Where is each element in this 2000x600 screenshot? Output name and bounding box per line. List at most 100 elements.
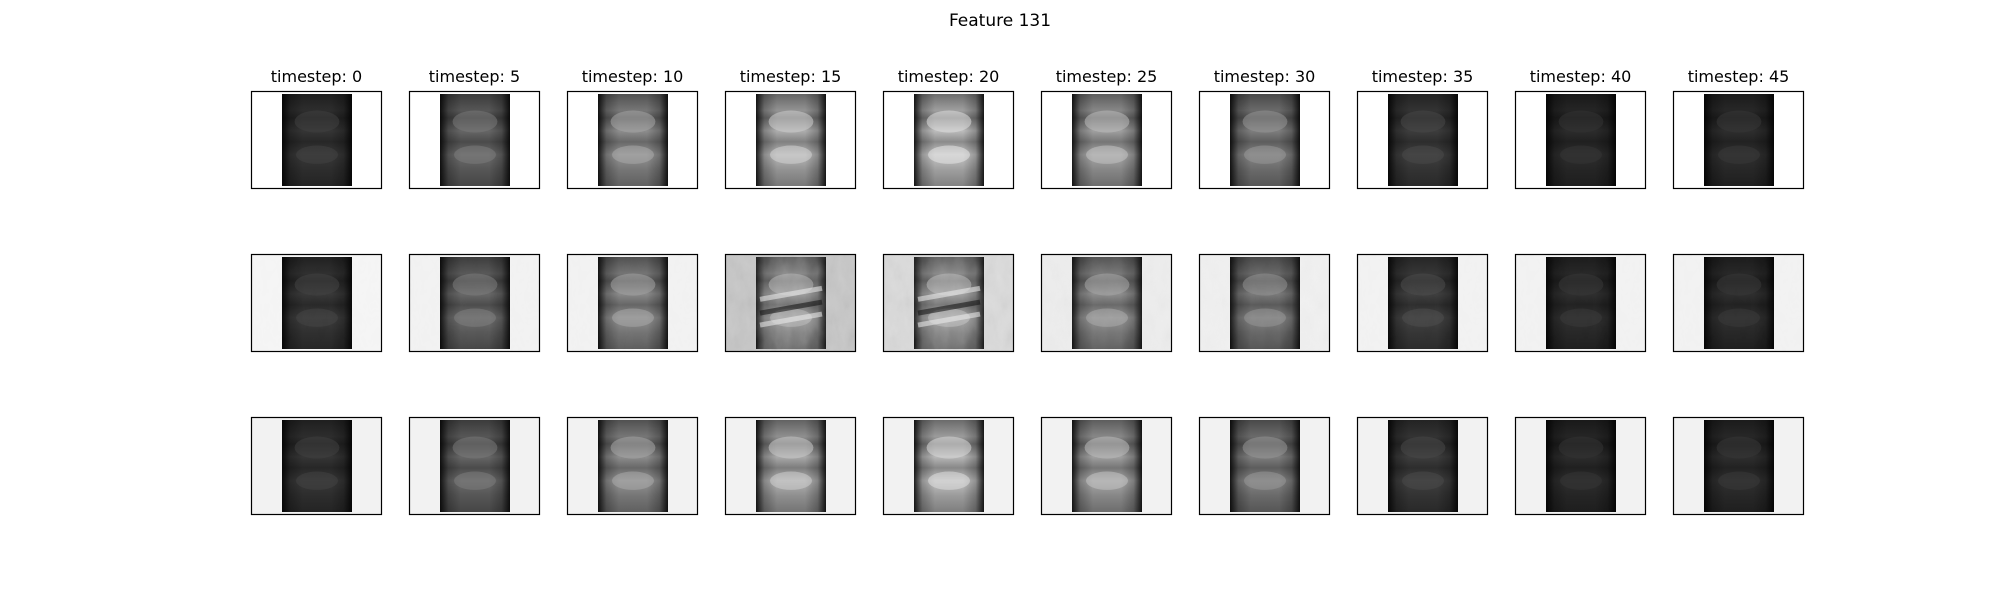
heatmap-edge-shade bbox=[282, 257, 352, 349]
highlight-blob bbox=[768, 110, 814, 133]
texture-overlay bbox=[1515, 254, 1646, 352]
column-title: timestep: 5 bbox=[429, 67, 520, 86]
panel-frame bbox=[1356, 416, 1489, 516]
highlight-blob bbox=[1558, 436, 1604, 459]
highlight-blob bbox=[1402, 471, 1444, 490]
panel-frame bbox=[250, 253, 383, 353]
heatmap-edge-shade bbox=[1072, 420, 1142, 512]
column-title: timestep: 35 bbox=[1372, 67, 1474, 86]
heatmap-edge-shade bbox=[1546, 94, 1616, 186]
panel-frame bbox=[1514, 416, 1647, 516]
column-title: timestep: 20 bbox=[898, 67, 1000, 86]
heatmap-panel bbox=[1672, 416, 1805, 516]
highlight-blob bbox=[452, 273, 498, 296]
heatmap-panel bbox=[250, 90, 383, 190]
heatmap-edge-shade bbox=[440, 420, 510, 512]
figure-title: Feature 131 bbox=[949, 11, 1051, 31]
texture-overlay bbox=[1041, 254, 1172, 352]
heatmap-edge-shade bbox=[914, 94, 984, 186]
highlight-blob bbox=[770, 471, 812, 490]
highlight-blob bbox=[1400, 273, 1446, 296]
panel-grid: timestep: 0 timestep: 5 timestep: 10 timest… bbox=[250, 67, 1805, 516]
highlight-blob bbox=[1560, 308, 1602, 327]
highlight-blob bbox=[1560, 145, 1602, 164]
heatmap-edge-shade bbox=[1230, 94, 1300, 186]
highlight-blob bbox=[1558, 110, 1604, 133]
panel-frame bbox=[1672, 253, 1805, 353]
heatmap-edge-shade bbox=[440, 257, 510, 349]
highlight-blob bbox=[1084, 110, 1130, 133]
panel-frame bbox=[1040, 253, 1173, 353]
heatmap-edge-shade bbox=[1546, 420, 1616, 512]
panel-frame bbox=[566, 90, 699, 190]
texture-overlay bbox=[1673, 254, 1804, 352]
panel-frame bbox=[1198, 90, 1331, 190]
highlight-blob bbox=[768, 436, 814, 459]
heatmap-panel bbox=[1514, 253, 1647, 353]
column-title: timestep: 0 bbox=[271, 67, 362, 86]
heatmap-panel bbox=[250, 253, 383, 353]
panel-frame bbox=[882, 416, 1015, 516]
texture-stripe bbox=[917, 311, 981, 328]
heatmap-edge-shade bbox=[1388, 420, 1458, 512]
highlight-blob bbox=[1560, 471, 1602, 490]
highlight-blob bbox=[770, 145, 812, 164]
highlight-blob bbox=[610, 273, 656, 296]
panel-frame bbox=[724, 416, 857, 516]
highlight-blob bbox=[1718, 471, 1760, 490]
panel-frame bbox=[1356, 90, 1489, 190]
heatmap-edge-shade bbox=[598, 257, 668, 349]
heatmap-edge-shade bbox=[440, 94, 510, 186]
heatmap-panel bbox=[566, 253, 699, 353]
heatmap-panel bbox=[566, 90, 699, 190]
panel-frame bbox=[1198, 416, 1331, 516]
heatmap-panel bbox=[1514, 90, 1647, 190]
highlight-blob bbox=[610, 436, 656, 459]
highlight-blob bbox=[1084, 436, 1130, 459]
heatmap-edge-shade bbox=[1388, 257, 1458, 349]
heatmap-panel bbox=[882, 90, 1015, 190]
panel-frame bbox=[882, 253, 1015, 353]
highlight-blob bbox=[1400, 110, 1446, 133]
heatmap-panel bbox=[724, 90, 857, 190]
heatmap-edge-shade bbox=[1072, 94, 1142, 186]
heatmap-panel bbox=[1040, 253, 1173, 353]
heatmap-edge-shade bbox=[756, 94, 826, 186]
panel-frame bbox=[724, 253, 857, 353]
highlight-blob bbox=[1402, 308, 1444, 327]
column-title: timestep: 30 bbox=[1214, 67, 1316, 86]
heatmap-edge-shade bbox=[1546, 257, 1616, 349]
texture-overlay bbox=[409, 254, 540, 352]
highlight-blob bbox=[1716, 436, 1762, 459]
texture-overlay bbox=[567, 254, 698, 352]
panel-frame bbox=[250, 90, 383, 190]
heatmap-panel bbox=[1356, 90, 1489, 190]
panel-frame bbox=[1514, 90, 1647, 190]
texture-stripe bbox=[917, 299, 981, 316]
highlight-blob bbox=[928, 471, 970, 490]
panel-frame bbox=[724, 90, 857, 190]
highlight-blob bbox=[1244, 471, 1286, 490]
highlight-blob bbox=[1716, 273, 1762, 296]
heatmap-edge-shade bbox=[756, 420, 826, 512]
texture-overlay bbox=[1199, 254, 1330, 352]
highlight-blob bbox=[294, 273, 340, 296]
column-title: timestep: 40 bbox=[1530, 67, 1632, 86]
panel-frame bbox=[1672, 90, 1805, 190]
texture-overlay bbox=[251, 254, 382, 352]
heatmap-panel bbox=[1672, 253, 1805, 353]
texture-stripe bbox=[759, 311, 823, 328]
heatmap-panel bbox=[724, 416, 857, 516]
highlight-blob bbox=[296, 145, 338, 164]
panel-frame bbox=[408, 416, 541, 516]
texture-stripe bbox=[759, 299, 823, 316]
column-title: timestep: 10 bbox=[582, 67, 684, 86]
heatmap-panel bbox=[1040, 90, 1173, 190]
highlight-blob bbox=[1242, 110, 1288, 133]
highlight-blob bbox=[296, 308, 338, 327]
highlight-blob bbox=[454, 471, 496, 490]
heatmap-panel bbox=[408, 90, 541, 190]
texture-stripe bbox=[759, 285, 823, 302]
highlight-blob bbox=[454, 308, 496, 327]
heatmap-edge-shade bbox=[598, 94, 668, 186]
